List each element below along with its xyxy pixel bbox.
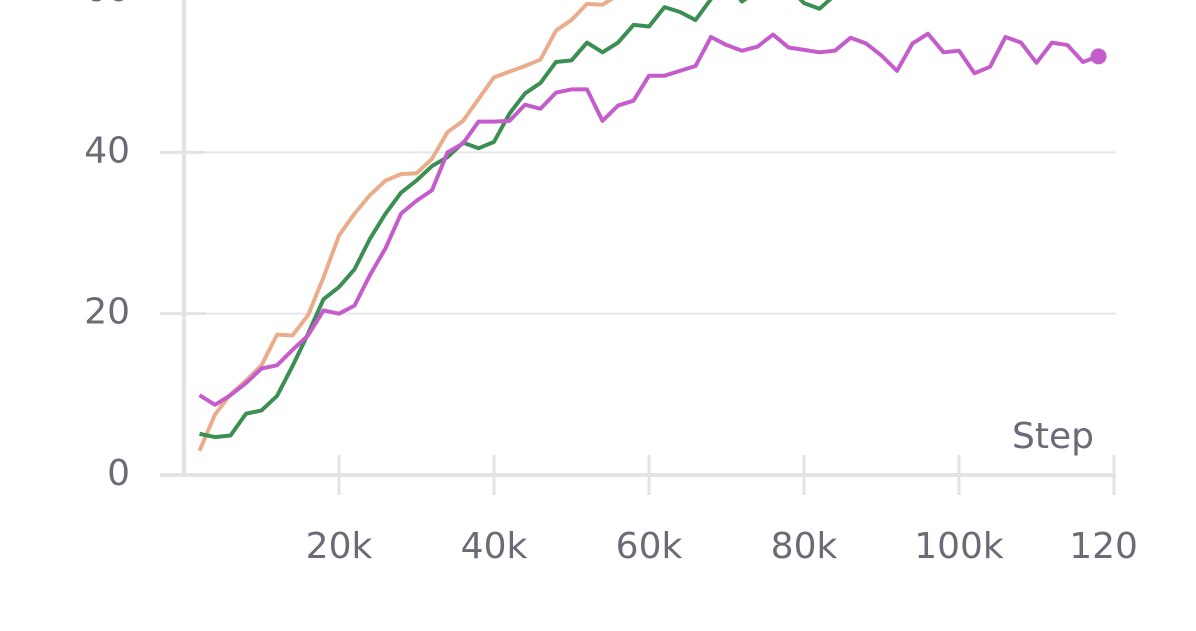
y-tick-label: 0 bbox=[107, 453, 130, 494]
y-tick-label: 40 bbox=[84, 130, 130, 171]
x-tick-label: 20k bbox=[306, 526, 373, 567]
x-tick-label: 60k bbox=[616, 526, 683, 567]
line bbox=[199, 0, 833, 440]
end-point bbox=[1090, 48, 1107, 65]
x-tick-label: 40k bbox=[461, 526, 528, 567]
y-tick-label: 20 bbox=[84, 292, 130, 333]
y-tick-label: 60 bbox=[84, 0, 130, 10]
x-tick-label: 80k bbox=[771, 526, 838, 567]
x-axis-label: Step bbox=[1012, 416, 1094, 457]
line bbox=[197, 0, 614, 452]
x-tick-label: 100k bbox=[914, 526, 1004, 567]
x-tick-label: 120k bbox=[1069, 526, 1159, 567]
line bbox=[198, 31, 1100, 407]
